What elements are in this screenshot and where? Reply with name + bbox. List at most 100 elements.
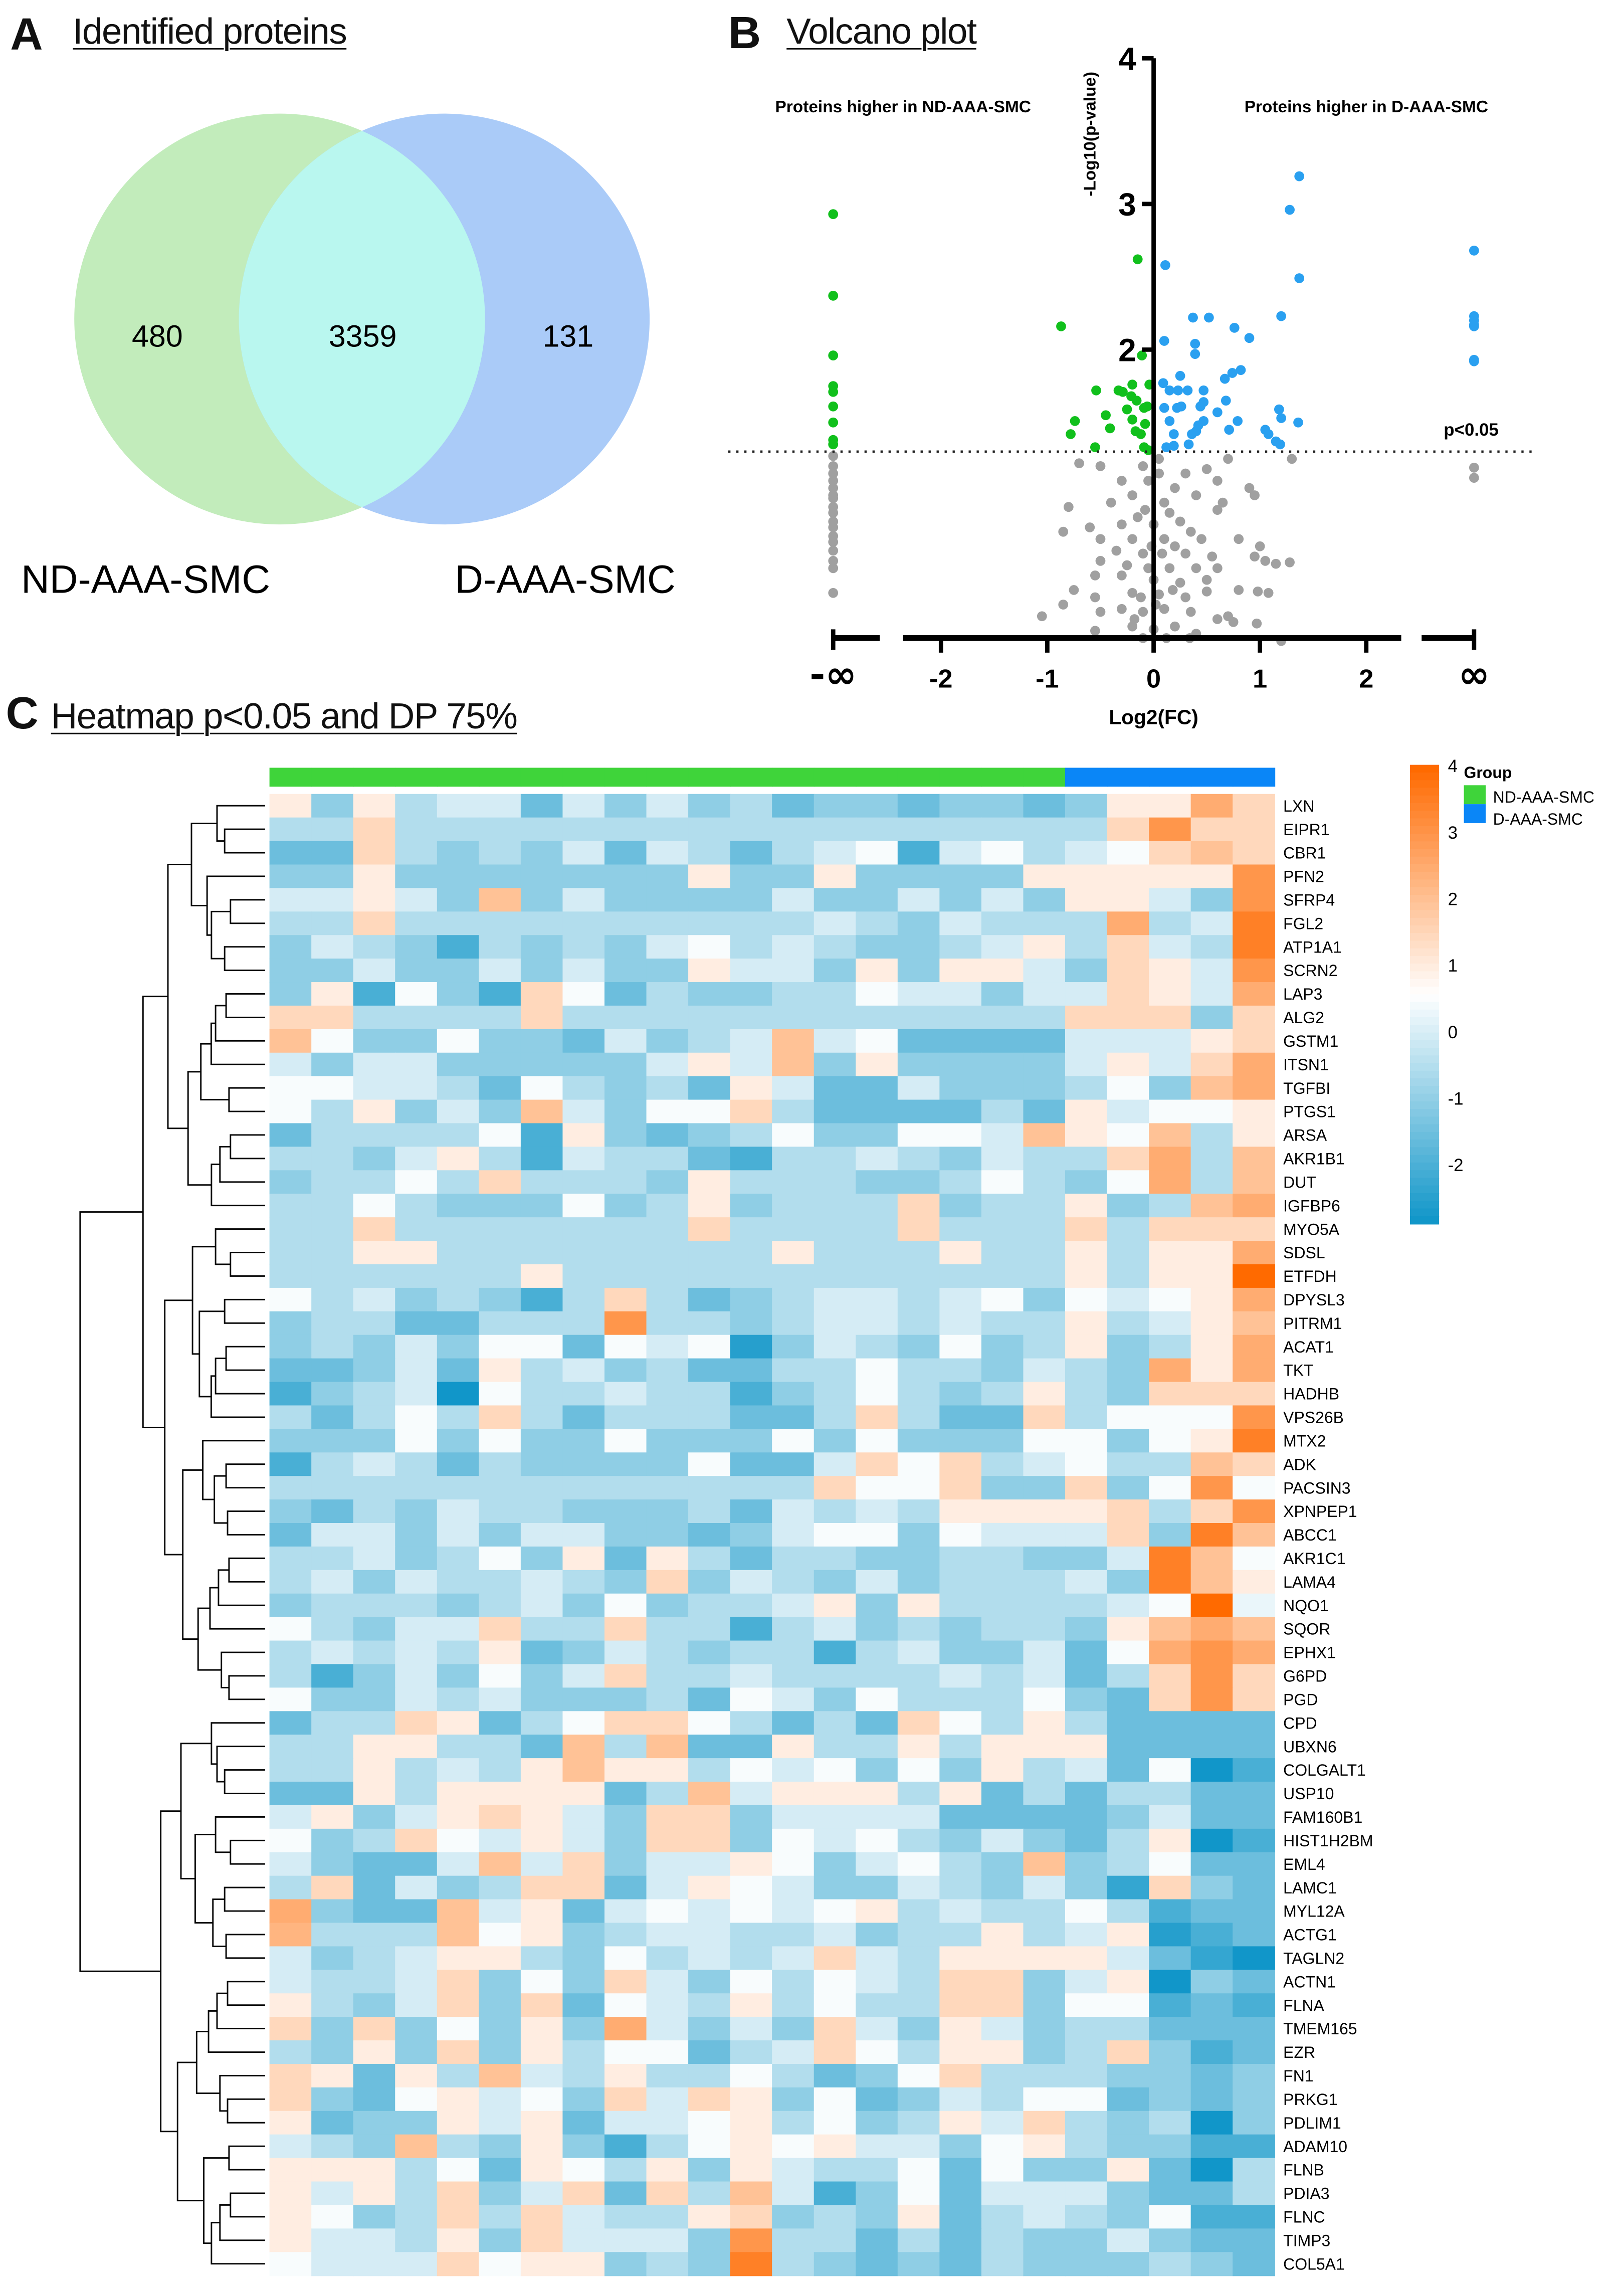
heatmap-cell <box>520 1828 563 1853</box>
heatmap-cell <box>1107 1711 1150 1736</box>
heatmap-cell <box>730 1664 773 1688</box>
heatmap-cell <box>897 1640 940 1665</box>
heatmap-cell <box>897 1358 940 1383</box>
heatmap-cell <box>1023 817 1066 842</box>
heatmap-cell <box>437 2181 480 2206</box>
heatmap-cell <box>562 2158 605 2182</box>
heatmap-cell <box>856 1194 898 1218</box>
heatmap-cell <box>981 1217 1024 1242</box>
heatmap-cell <box>1190 1899 1234 1924</box>
heatmap-cell <box>981 2134 1024 2159</box>
heatmap-cell <box>1149 1241 1191 1265</box>
heatmap-cell <box>311 1217 354 1242</box>
volcano-point <box>1190 338 1200 349</box>
volcano-point <box>1236 365 1246 375</box>
heatmap-cell <box>395 2063 438 2088</box>
heatmap-cell <box>814 1875 857 1900</box>
heatmap-cell <box>562 1264 605 1289</box>
heatmap-cell <box>269 1593 312 1618</box>
heatmap-cell <box>437 817 480 842</box>
heatmap-cell <box>1149 794 1191 818</box>
heatmap-cell <box>1149 1923 1191 1947</box>
row-label: CPD <box>1283 1714 1317 1732</box>
heatmap-cell <box>1065 911 1108 936</box>
heatmap-cell <box>1233 1687 1275 1712</box>
venn-intersection-count: 3359 <box>329 319 397 353</box>
heatmap-cell <box>1023 1687 1066 1712</box>
volcano-point <box>1260 555 1271 566</box>
heatmap-cell <box>1233 1946 1275 1971</box>
heatmap-cell <box>897 1946 940 1971</box>
heatmap-cell <box>1107 1946 1150 1971</box>
x-tick-label: 2 <box>1359 665 1373 694</box>
volcano-point <box>1154 468 1164 479</box>
heatmap-cell <box>353 1735 396 1759</box>
heatmap-cell <box>1149 1194 1191 1218</box>
heatmap-cell <box>856 911 898 936</box>
heatmap-cell <box>520 2087 563 2112</box>
heatmap-cell <box>1190 1687 1234 1712</box>
heatmap-cell <box>856 1382 898 1406</box>
heatmap-cell <box>1149 1711 1191 1736</box>
heatmap-cell <box>1065 1099 1108 1124</box>
heatmap-cell <box>897 2228 940 2253</box>
heatmap-cell <box>269 1570 312 1594</box>
heatmap-cell <box>814 1170 857 1195</box>
heatmap-cell <box>856 1570 898 1594</box>
colorbar-step <box>1410 1032 1440 1041</box>
volcano-point <box>1168 429 1179 439</box>
heatmap-cell <box>395 841 438 865</box>
heatmap-cell <box>1149 1170 1191 1195</box>
heatmap-cell <box>897 1664 940 1688</box>
heatmap-cell <box>688 1052 731 1077</box>
heatmap-cell <box>897 1287 940 1312</box>
volcano-point-neg-inf <box>828 555 839 566</box>
heatmap-cell <box>269 2111 312 2135</box>
heatmap-cell <box>688 1429 731 1453</box>
heatmap-cell <box>1107 864 1150 889</box>
volcano-point <box>1140 419 1150 429</box>
heatmap-cell <box>437 1123 480 1148</box>
heatmap-cell <box>1107 1546 1150 1571</box>
colorbar-step <box>1410 887 1440 896</box>
heatmap-cell <box>646 2205 689 2229</box>
heatmap-cell <box>562 911 605 936</box>
heatmap-cell <box>897 1782 940 1806</box>
heatmap-cell <box>856 841 898 865</box>
row-label: TAGLN2 <box>1283 1949 1344 1967</box>
volcano-point <box>1294 273 1305 283</box>
heatmap-cell <box>1107 1358 1150 1383</box>
heatmap-cell <box>562 1076 605 1100</box>
heatmap-cell <box>1023 982 1066 1007</box>
heatmap-cell <box>856 1993 898 2018</box>
heatmap-cell <box>1107 959 1150 983</box>
heatmap-cell <box>939 1194 982 1218</box>
heatmap-cell <box>772 1476 815 1500</box>
heatmap-cell <box>939 1640 982 1665</box>
heatmap-cell <box>981 1570 1024 1594</box>
heatmap-cell <box>311 2181 354 2206</box>
heatmap-cell <box>730 1382 773 1406</box>
heatmap-cell <box>311 1311 354 1335</box>
heatmap-cell <box>939 1429 982 1453</box>
heatmap-cell <box>1233 2111 1275 2135</box>
volcano-point-neg-inf <box>828 417 839 428</box>
heatmap-cell <box>353 1264 396 1289</box>
heatmap-cell <box>604 1711 647 1736</box>
panel-c-letter: C <box>6 687 39 739</box>
heatmap-cell <box>856 1875 898 1900</box>
heatmap-cell <box>772 1946 815 1971</box>
heatmap-cell <box>981 1476 1024 1500</box>
heatmap-cell <box>395 1758 438 1783</box>
heatmap-cell <box>1149 2040 1191 2065</box>
heatmap-cell <box>1190 911 1234 936</box>
dendrogram-branch <box>215 1005 265 1042</box>
heatmap-cell <box>353 1946 396 1971</box>
heatmap-cell <box>897 1052 940 1077</box>
heatmap-cell <box>772 1147 815 1171</box>
dendrogram-branch <box>210 1375 265 1418</box>
heatmap-cell <box>395 2040 438 2065</box>
heatmap-cell <box>897 1735 940 1759</box>
heatmap-cell <box>269 2181 312 2206</box>
heatmap-cell <box>730 959 773 983</box>
